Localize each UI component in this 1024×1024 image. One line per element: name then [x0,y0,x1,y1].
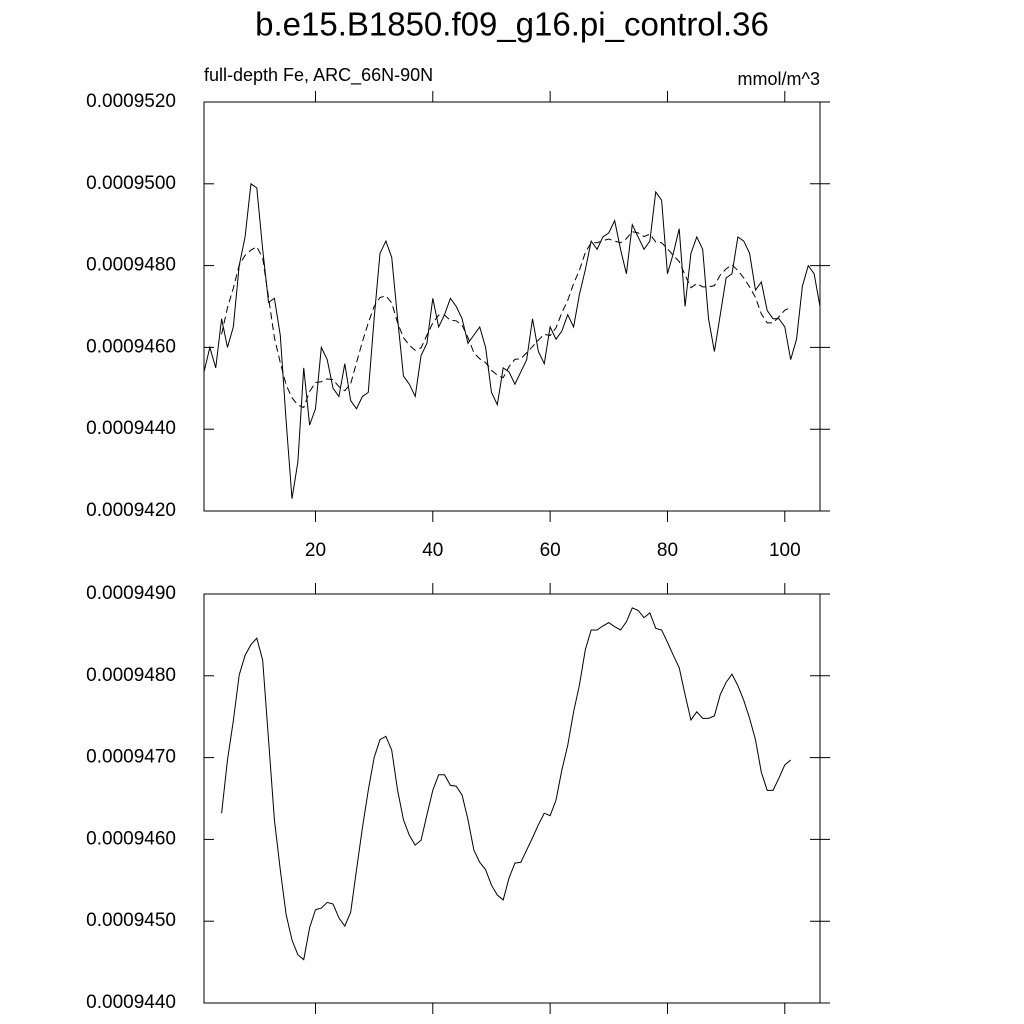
y-tick-label: 0.0009460 [86,828,176,849]
y-tick-label: 0.0009480 [86,255,176,276]
left-subtitle: full-depth Fe, ARC_66N-90N [204,65,433,86]
right-subtitle: mmol/m^3 [738,69,820,89]
y-tick-label: 0.0009520 [86,91,176,112]
y-tick-label: 0.0009470 [86,747,176,768]
y-tick-label: 0.0009490 [86,583,176,604]
y-tick-label: 0.0009450 [86,910,176,931]
plot-frame [203,593,821,1004]
x-tick-label: 20 [305,540,326,561]
x-tick-label: 40 [422,540,443,561]
y-tick-label: 0.0009440 [86,418,176,439]
x-tick-label: 100 [769,540,801,561]
x-tick-label: 80 [657,540,678,561]
x-tick-label: 60 [540,540,561,561]
data-line [221,231,791,409]
chart-title: b.e15.B1850.f09_g16.pi_control.36 [255,6,769,43]
y-tick-label: 0.0009480 [86,665,176,686]
y-tick-label: 0.0009460 [86,336,176,357]
data-line [221,607,791,961]
y-tick-label: 0.0009420 [86,500,176,521]
y-tick-label: 0.0009440 [86,992,176,1013]
y-tick-label: 0.0009500 [86,173,176,194]
data-line [203,182,821,499]
